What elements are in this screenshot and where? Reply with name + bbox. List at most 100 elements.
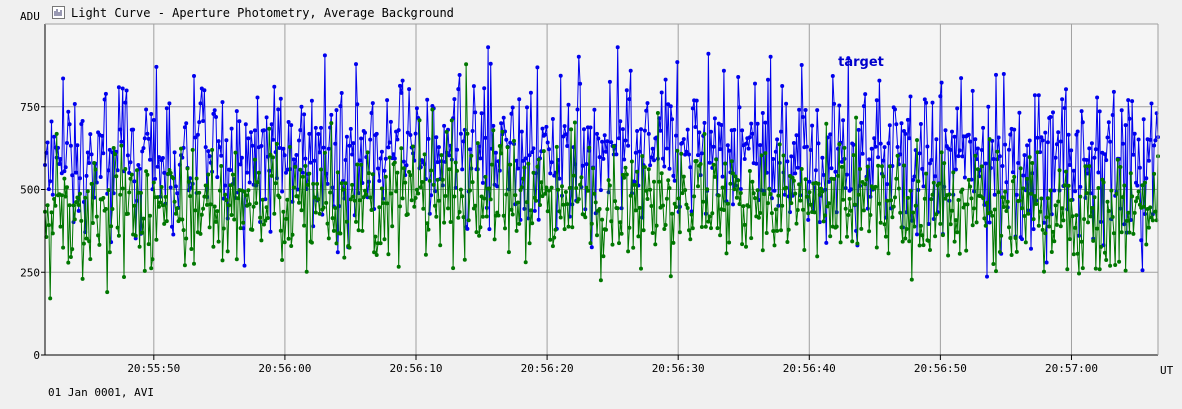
data-point <box>408 133 413 137</box>
data-point <box>1102 250 1107 255</box>
data-point <box>79 122 84 126</box>
data-point <box>716 193 721 198</box>
data-point <box>85 150 90 155</box>
data-point <box>1066 183 1071 188</box>
data-point <box>899 121 904 126</box>
data-point <box>860 180 865 184</box>
data-point <box>461 215 466 220</box>
data-point <box>460 167 465 172</box>
data-point <box>808 202 813 207</box>
data-point <box>71 203 76 208</box>
data-point <box>505 145 510 150</box>
data-point <box>982 216 987 221</box>
data-point <box>645 101 650 106</box>
data-point <box>1038 209 1043 214</box>
data-point <box>677 230 682 235</box>
data-point <box>1137 165 1142 170</box>
data-point <box>491 123 496 128</box>
data-point <box>223 192 228 197</box>
data-point <box>228 168 233 172</box>
data-point <box>872 136 877 141</box>
data-point <box>506 250 511 255</box>
data-point <box>851 142 856 147</box>
data-point <box>773 149 778 154</box>
data-point <box>111 146 116 150</box>
data-point <box>668 274 673 279</box>
data-point <box>216 139 221 144</box>
data-point <box>141 216 146 221</box>
data-point <box>938 94 943 99</box>
data-point <box>679 151 684 156</box>
data-point <box>674 133 678 138</box>
data-point <box>1045 196 1050 201</box>
data-point <box>330 216 335 221</box>
data-point <box>229 213 234 217</box>
data-point <box>405 212 410 217</box>
data-point <box>364 192 369 197</box>
data-point <box>650 231 655 235</box>
data-point <box>746 204 751 209</box>
data-point <box>561 202 566 207</box>
data-point <box>694 159 699 163</box>
data-point <box>675 60 680 65</box>
data-point <box>1044 215 1049 220</box>
data-point <box>418 185 423 190</box>
data-point <box>1071 168 1076 173</box>
data-point <box>175 206 180 211</box>
data-point <box>931 180 936 185</box>
data-point <box>817 220 822 225</box>
data-point <box>772 188 777 193</box>
data-point <box>902 163 906 168</box>
data-point <box>657 179 662 184</box>
data-point <box>942 161 947 166</box>
data-point <box>587 145 592 150</box>
data-point <box>865 164 870 169</box>
data-point <box>876 163 881 168</box>
data-point <box>1001 72 1006 76</box>
data-point <box>887 123 892 128</box>
data-point <box>278 96 283 101</box>
data-point <box>548 171 553 176</box>
data-point <box>1036 223 1041 228</box>
data-point <box>212 108 217 113</box>
data-point <box>975 167 980 172</box>
x-tick-label: 20:56:40 <box>783 362 836 375</box>
data-point <box>1099 244 1103 249</box>
data-point <box>545 140 550 145</box>
data-point <box>633 150 638 155</box>
data-point <box>172 150 177 155</box>
data-point <box>528 208 533 213</box>
data-point <box>242 189 247 194</box>
data-point <box>1069 198 1074 203</box>
chart-icon[interactable] <box>52 6 65 19</box>
data-point <box>215 209 220 214</box>
data-point <box>709 226 713 231</box>
data-point <box>626 143 631 148</box>
data-point <box>1053 155 1058 160</box>
data-point <box>736 178 741 183</box>
data-point <box>1023 240 1028 245</box>
data-point <box>382 237 387 242</box>
data-point <box>63 165 68 170</box>
data-point <box>817 192 822 197</box>
data-point <box>938 221 943 226</box>
data-point <box>806 217 811 222</box>
data-point <box>813 168 818 173</box>
data-point <box>969 196 974 201</box>
data-point <box>744 141 748 146</box>
data-point <box>635 169 640 174</box>
data-point <box>966 132 971 137</box>
data-point <box>80 276 85 281</box>
data-point <box>652 158 656 163</box>
data-point <box>670 211 675 216</box>
data-point <box>214 115 218 119</box>
data-point <box>385 98 390 103</box>
data-point <box>1132 210 1137 215</box>
data-point <box>501 115 506 120</box>
data-point <box>955 230 960 235</box>
data-point <box>794 133 799 138</box>
data-point <box>379 149 384 154</box>
data-point <box>1083 164 1088 169</box>
data-point <box>144 169 149 174</box>
